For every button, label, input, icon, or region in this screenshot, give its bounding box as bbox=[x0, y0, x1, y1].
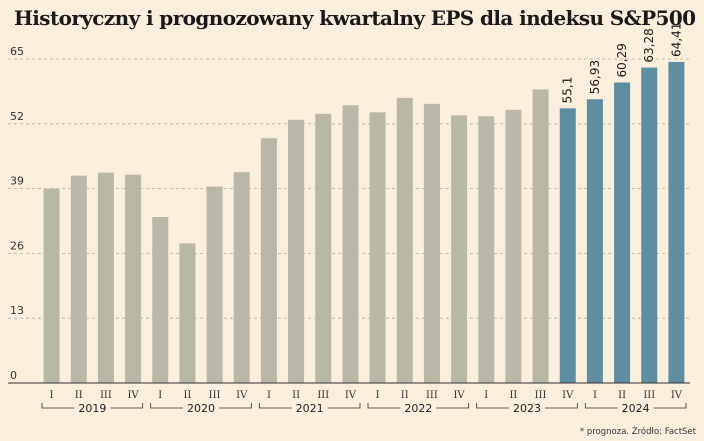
bar bbox=[369, 112, 386, 383]
bar bbox=[97, 172, 114, 383]
data-label: 63,28 bbox=[642, 28, 656, 62]
year-label-bg bbox=[400, 402, 437, 414]
bar bbox=[559, 108, 576, 384]
bar bbox=[586, 99, 603, 384]
data-label: 60,29 bbox=[615, 43, 629, 77]
data-label: 56,93 bbox=[588, 60, 602, 94]
x-tick-label: IV bbox=[236, 390, 248, 401]
bar bbox=[70, 175, 87, 383]
bar bbox=[641, 67, 658, 383]
bar bbox=[451, 115, 468, 383]
year-label-bg bbox=[291, 402, 328, 414]
x-tick-label: II bbox=[292, 390, 300, 401]
y-tick-label: 0 bbox=[10, 369, 17, 382]
x-tick-label: II bbox=[401, 390, 409, 401]
chart-title: Historyczny i prognozowany kwartalny EPS… bbox=[14, 6, 696, 30]
x-tick-label: IV bbox=[127, 390, 139, 401]
year-label: 2020 bbox=[187, 402, 215, 415]
data-label: 64,41 bbox=[669, 23, 683, 57]
year-label-bg bbox=[509, 402, 545, 414]
bar bbox=[43, 188, 60, 383]
bar bbox=[315, 113, 332, 383]
data-label: 55,1 bbox=[561, 77, 575, 104]
x-tick-label: III bbox=[317, 390, 329, 401]
y-tick-label: 39 bbox=[10, 175, 24, 188]
year-label-bg bbox=[183, 402, 219, 414]
y-tick-label: 13 bbox=[10, 304, 24, 317]
bar bbox=[478, 116, 495, 384]
bar bbox=[288, 119, 305, 383]
source-footnote: * prognoza. Źródło: FactSet bbox=[579, 427, 696, 437]
bar bbox=[668, 61, 685, 384]
x-tick-label: I bbox=[593, 390, 597, 401]
year-label-bg bbox=[617, 402, 654, 414]
x-tick-label: I bbox=[267, 390, 271, 401]
x-tick-label: III bbox=[643, 390, 655, 401]
year-label: 2022 bbox=[404, 402, 432, 415]
x-tick-label: IV bbox=[345, 390, 357, 401]
y-tick-label: 26 bbox=[10, 239, 24, 252]
y-tick-label: 52 bbox=[10, 110, 24, 123]
bar bbox=[152, 217, 169, 383]
bar bbox=[532, 89, 549, 383]
x-tick-label: II bbox=[183, 390, 191, 401]
bar bbox=[614, 82, 631, 383]
x-tick-label: I bbox=[50, 390, 54, 401]
x-tick-label: III bbox=[535, 390, 547, 401]
bar bbox=[260, 138, 277, 383]
bar bbox=[423, 103, 440, 383]
x-tick-label: I bbox=[158, 390, 162, 401]
year-label: 2023 bbox=[513, 402, 541, 415]
year-label-bg bbox=[74, 402, 111, 414]
x-tick-label: III bbox=[209, 390, 221, 401]
bar bbox=[342, 105, 359, 383]
x-tick-label: III bbox=[100, 390, 112, 401]
bar bbox=[125, 174, 142, 383]
x-tick-label: IV bbox=[562, 390, 574, 401]
x-tick-label: IV bbox=[453, 390, 465, 401]
x-tick-label: III bbox=[426, 390, 438, 401]
x-tick-label: I bbox=[484, 390, 488, 401]
x-tick-label: I bbox=[376, 390, 380, 401]
year-label: 2021 bbox=[296, 402, 324, 415]
year-label: 2019 bbox=[78, 402, 106, 415]
bar bbox=[179, 243, 196, 383]
year-label: 2024 bbox=[622, 402, 650, 415]
bar bbox=[505, 109, 522, 383]
bar bbox=[206, 186, 223, 383]
x-tick-label: II bbox=[509, 390, 517, 401]
bar bbox=[396, 97, 413, 383]
x-tick-label: IV bbox=[671, 390, 683, 401]
y-tick-label: 65 bbox=[10, 45, 24, 58]
x-tick-label: II bbox=[618, 390, 626, 401]
bar bbox=[233, 172, 250, 383]
x-tick-label: II bbox=[75, 390, 83, 401]
